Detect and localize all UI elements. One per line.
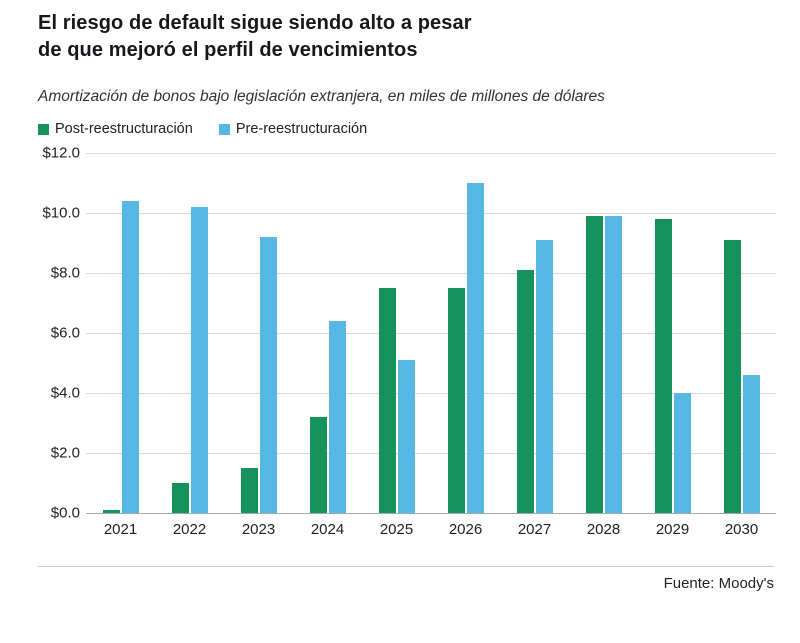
- bar-pre-2027: [535, 240, 553, 513]
- bar-pre-2028: [604, 216, 622, 513]
- legend-swatch-post: [38, 123, 49, 135]
- x-tick-label: 2029: [655, 521, 690, 538]
- x-tick-label: 2027: [517, 521, 552, 538]
- y-tick-label: $4.0: [50, 384, 80, 402]
- bar-pre-2023: [259, 237, 277, 513]
- bar-group-2028: [569, 153, 638, 513]
- y-tick-label: $12.0: [42, 144, 80, 162]
- bar-chart: $0.0 $2.0 $4.0 $6.0 $8.0 $10.0 $12.0 2021 2022 2…: [38, 145, 776, 538]
- bar-pre-2024: [328, 321, 346, 513]
- bar-post-2026: [447, 288, 465, 513]
- y-tick-label: $2.0: [50, 444, 80, 462]
- plot-wrap: 2021 2022 2023 2024 2025 2026 2027 2028 2029 2030: [86, 153, 776, 538]
- gridline: [86, 513, 776, 514]
- x-tick-label: 2023: [241, 521, 276, 538]
- gridline: [86, 213, 776, 214]
- bar-post-2025: [378, 288, 396, 513]
- bar-group-2022: [155, 153, 224, 513]
- x-tick-label: 2021: [103, 521, 138, 538]
- bar-pre-2021: [121, 201, 139, 513]
- bar-post-2022: [171, 483, 189, 513]
- plot-area: [86, 153, 776, 514]
- bar-post-2030: [723, 240, 741, 513]
- x-tick-label: 2025: [379, 521, 414, 538]
- bar-post-2028: [585, 216, 603, 513]
- x-tick-label: 2024: [310, 521, 345, 538]
- bar-group-2026: [431, 153, 500, 513]
- gridline: [86, 153, 776, 154]
- y-tick-label: $6.0: [50, 324, 80, 342]
- bar-group-2023: [224, 153, 293, 513]
- bar-post-2027: [516, 270, 534, 513]
- chart-title: El riesgo de default sigue siendo alto a…: [38, 10, 776, 64]
- legend-item-post: Post-reestructuración: [38, 121, 193, 137]
- legend: Post-reestructuración Pre-reestructuraci…: [38, 121, 776, 137]
- chart-title-line-1: El riesgo de default sigue siendo alto a…: [38, 12, 472, 34]
- bar-group-2030: [707, 153, 776, 513]
- gridline: [86, 393, 776, 394]
- legend-label-pre: Pre-reestructuración: [235, 121, 368, 137]
- legend-swatch-pre: [218, 123, 230, 135]
- bar-pre-2025: [397, 360, 415, 513]
- bar-post-2023: [240, 468, 258, 513]
- bar-groups: [86, 153, 776, 513]
- y-tick-label: $10.0: [42, 204, 80, 222]
- source-note: Fuente: Moody's: [663, 575, 774, 592]
- x-tick-label: 2026: [448, 521, 483, 538]
- x-axis: 2021 2022 2023 2024 2025 2026 2027 2028 2029 2030: [86, 513, 776, 538]
- chart-title-line-2: de que mejoró el perfil de vencimientos: [38, 39, 418, 61]
- bar-group-2025: [362, 153, 431, 513]
- y-axis: $0.0 $2.0 $4.0 $6.0 $8.0 $10.0 $12.0: [38, 145, 86, 522]
- bar-pre-2026: [466, 183, 484, 513]
- bar-pre-2029: [673, 393, 691, 513]
- y-tick-label: $0.0: [50, 504, 80, 522]
- y-tick-label: $8.0: [50, 264, 80, 282]
- legend-item-pre: Pre-reestructuración: [218, 121, 368, 137]
- x-tick-label: 2022: [172, 521, 207, 538]
- bar-group-2021: [86, 153, 155, 513]
- gridline: [86, 333, 776, 334]
- gridline: [86, 273, 776, 274]
- bar-post-2021: [102, 510, 120, 513]
- chart-subtitle: Amortización de bonos bajo legislación e…: [38, 88, 605, 105]
- legend-label-post: Post-reestructuración: [55, 121, 193, 137]
- bar-pre-2022: [190, 207, 208, 513]
- bar-group-2027: [500, 153, 569, 513]
- x-tick-label: 2028: [586, 521, 621, 538]
- gridline: [86, 453, 776, 454]
- bar-pre-2030: [742, 375, 760, 513]
- footer-divider: [38, 566, 774, 567]
- bar-post-2024: [309, 417, 327, 513]
- x-tick-label: 2030: [724, 521, 759, 538]
- bar-group-2029: [638, 153, 707, 513]
- bar-group-2024: [293, 153, 362, 513]
- bar-post-2029: [654, 219, 672, 513]
